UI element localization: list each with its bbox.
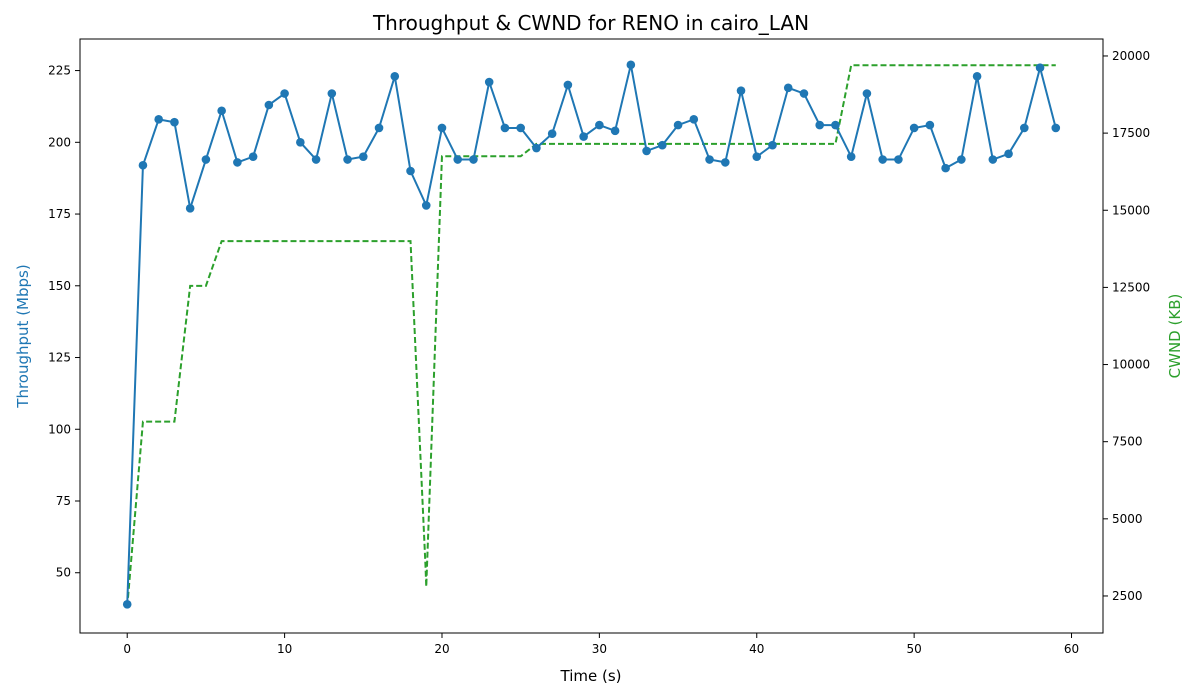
plot-frame [79,38,1104,634]
x-tick-label: 50 [906,642,921,656]
throughput-point [122,600,132,609]
throughput-point [154,115,163,124]
throughput-point [736,86,746,95]
throughput-point [846,152,856,161]
throughput-point [138,160,148,170]
throughput-point [799,89,809,98]
left-y-tick-label: 200 [48,135,71,149]
right-y-tick-label: 15000 [1112,203,1150,217]
throughput-point [610,126,620,136]
throughput-point [484,77,494,87]
throughput-point [327,89,337,98]
x-axis: 0 10 20 30 40 50 60 [123,633,1079,656]
left-y-axis: 50 75 100 125 150 175 200 225 [48,64,80,580]
throughput-point [547,129,557,138]
left-y-tick-label: 125 [48,351,71,365]
throughput-point [988,155,998,164]
right-y-tick-label: 5000 [1112,512,1143,526]
x-tick-label: 40 [749,642,764,656]
throughput-point [957,155,966,164]
throughput-point [595,120,604,130]
right-y-tick-label: 12500 [1112,280,1150,294]
throughput-point [563,80,573,90]
throughput-point [532,143,541,153]
throughput-point [1035,63,1045,72]
left-y-tick-label: 225 [48,64,71,78]
throughput-point [248,152,258,161]
throughput-point [831,120,840,130]
throughput-point [516,123,525,133]
throughput-point [170,117,179,127]
throughput-point [579,132,588,141]
throughput-point [941,163,950,173]
chart-title: Throughput & CWND for RENO in cairo_LAN [372,11,809,35]
throughput-point [1051,123,1061,133]
throughput-point [358,152,368,161]
left-y-tick-label: 100 [48,422,71,436]
x-tick-label: 20 [434,642,449,656]
left-y-axis-label: Throughput (Mbps) [14,264,32,408]
x-tick-label: 10 [277,642,292,656]
throughput-point [894,155,903,164]
throughput-point [705,155,714,164]
throughput-point [469,155,478,164]
left-y-tick-label: 50 [56,566,71,580]
throughput-point [374,123,384,133]
throughput-point [972,72,982,81]
right-y-tick-label: 20000 [1112,49,1150,63]
throughput-point [909,123,919,133]
throughput-point [217,106,226,116]
left-y-tick-label: 75 [56,494,71,508]
throughput-point [862,89,872,98]
throughput-point [720,158,730,167]
throughput-point [815,120,825,130]
throughput-point [673,120,683,130]
throughput-point [453,155,463,164]
left-y-tick-label: 175 [48,207,71,221]
cwnd-series-line [126,64,1056,607]
x-tick-label: 0 [123,642,131,656]
series-layer [122,60,1061,609]
throughput-point [642,146,651,156]
throughput-point [406,166,415,176]
throughput-point [925,120,935,130]
throughput-point [264,100,274,110]
throughput-point [343,155,352,164]
throughput-point [768,140,777,150]
throughput-point [233,158,242,167]
x-tick-label: 60 [1064,642,1079,656]
throughput-point [752,152,762,161]
x-axis-label: Time (s) [560,667,622,685]
throughput-point [689,115,699,124]
throughput-point [437,123,447,133]
throughput-point [296,138,305,147]
throughput-point [201,155,211,164]
right-y-tick-label: 2500 [1112,589,1143,603]
throughput-point [311,155,321,164]
throughput-point [1020,123,1029,133]
right-y-tick-label: 7500 [1112,435,1143,449]
throughput-point [783,83,793,93]
right-y-axis: 2500 5000 7500 10000 12500 15000 17500 20000 [1103,49,1150,603]
throughput-point [1004,149,1013,159]
throughput-point [626,60,636,70]
throughput-point [185,204,195,213]
throughput-point [500,123,510,133]
throughput-point [658,140,667,150]
left-y-tick-label: 150 [48,279,71,293]
throughput-point [280,89,289,98]
throughput-series-line [126,63,1057,605]
throughput-point [390,72,400,81]
x-tick-label: 30 [592,642,607,656]
right-y-tick-label: 17500 [1112,126,1150,140]
right-y-tick-label: 10000 [1112,358,1150,372]
right-y-axis-label: CWND (KB) [1166,294,1184,379]
throughput-point [878,155,887,164]
throughput-point [421,201,431,210]
